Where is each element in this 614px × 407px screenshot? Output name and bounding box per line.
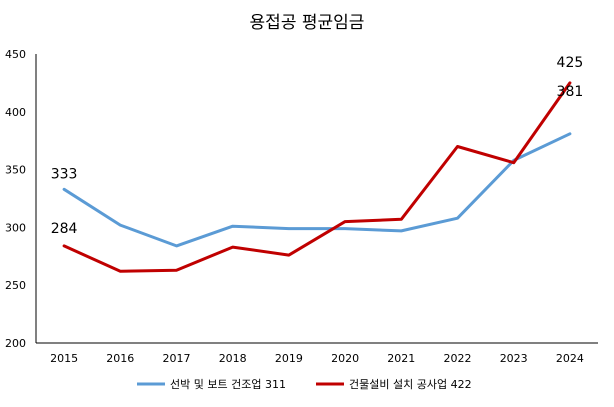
x-tick-label: 2016 — [106, 352, 134, 365]
x-tick-label: 2020 — [331, 352, 359, 365]
data-label: 333 — [51, 166, 78, 182]
legend: 선박 및 보트 건조업 311 건물설비 설치 공사업 422 — [137, 378, 472, 391]
data-label: 284 — [51, 221, 78, 237]
x-tick-label: 2019 — [275, 352, 303, 365]
series-line-1 — [62, 132, 572, 248]
x-tick-label: 2021 — [387, 352, 415, 365]
x-tick-label: 2018 — [219, 352, 247, 365]
legend-label-2: 건물설비 설치 공사업 422 — [349, 378, 472, 391]
data-labels: 333 284 425 381 — [51, 55, 584, 237]
y-tick-label: 450 — [5, 48, 26, 61]
legend-label-1: 선박 및 보트 건조업 311 — [170, 378, 286, 391]
axes: 200 250 300 350 400 450 2015 2016 2017 2018 2019 20… — [5, 48, 598, 365]
x-tick-label: 2023 — [500, 352, 528, 365]
y-tick-label: 400 — [5, 106, 26, 119]
data-label: 425 — [557, 55, 584, 71]
x-tick-label: 2022 — [444, 352, 472, 365]
x-tick-label: 2024 — [556, 352, 584, 365]
x-tick-label: 2017 — [163, 352, 191, 365]
x-tick-label: 2015 — [50, 352, 78, 365]
y-tick-label: 300 — [5, 221, 26, 234]
data-label: 381 — [557, 84, 584, 100]
series-line-2 — [62, 81, 572, 273]
series-layer — [62, 81, 572, 273]
y-tick-label: 350 — [5, 164, 26, 177]
chart-title: 용접공 평균임금 — [250, 13, 365, 33]
y-tick-label: 200 — [5, 337, 26, 350]
y-tick-label: 250 — [5, 279, 26, 292]
